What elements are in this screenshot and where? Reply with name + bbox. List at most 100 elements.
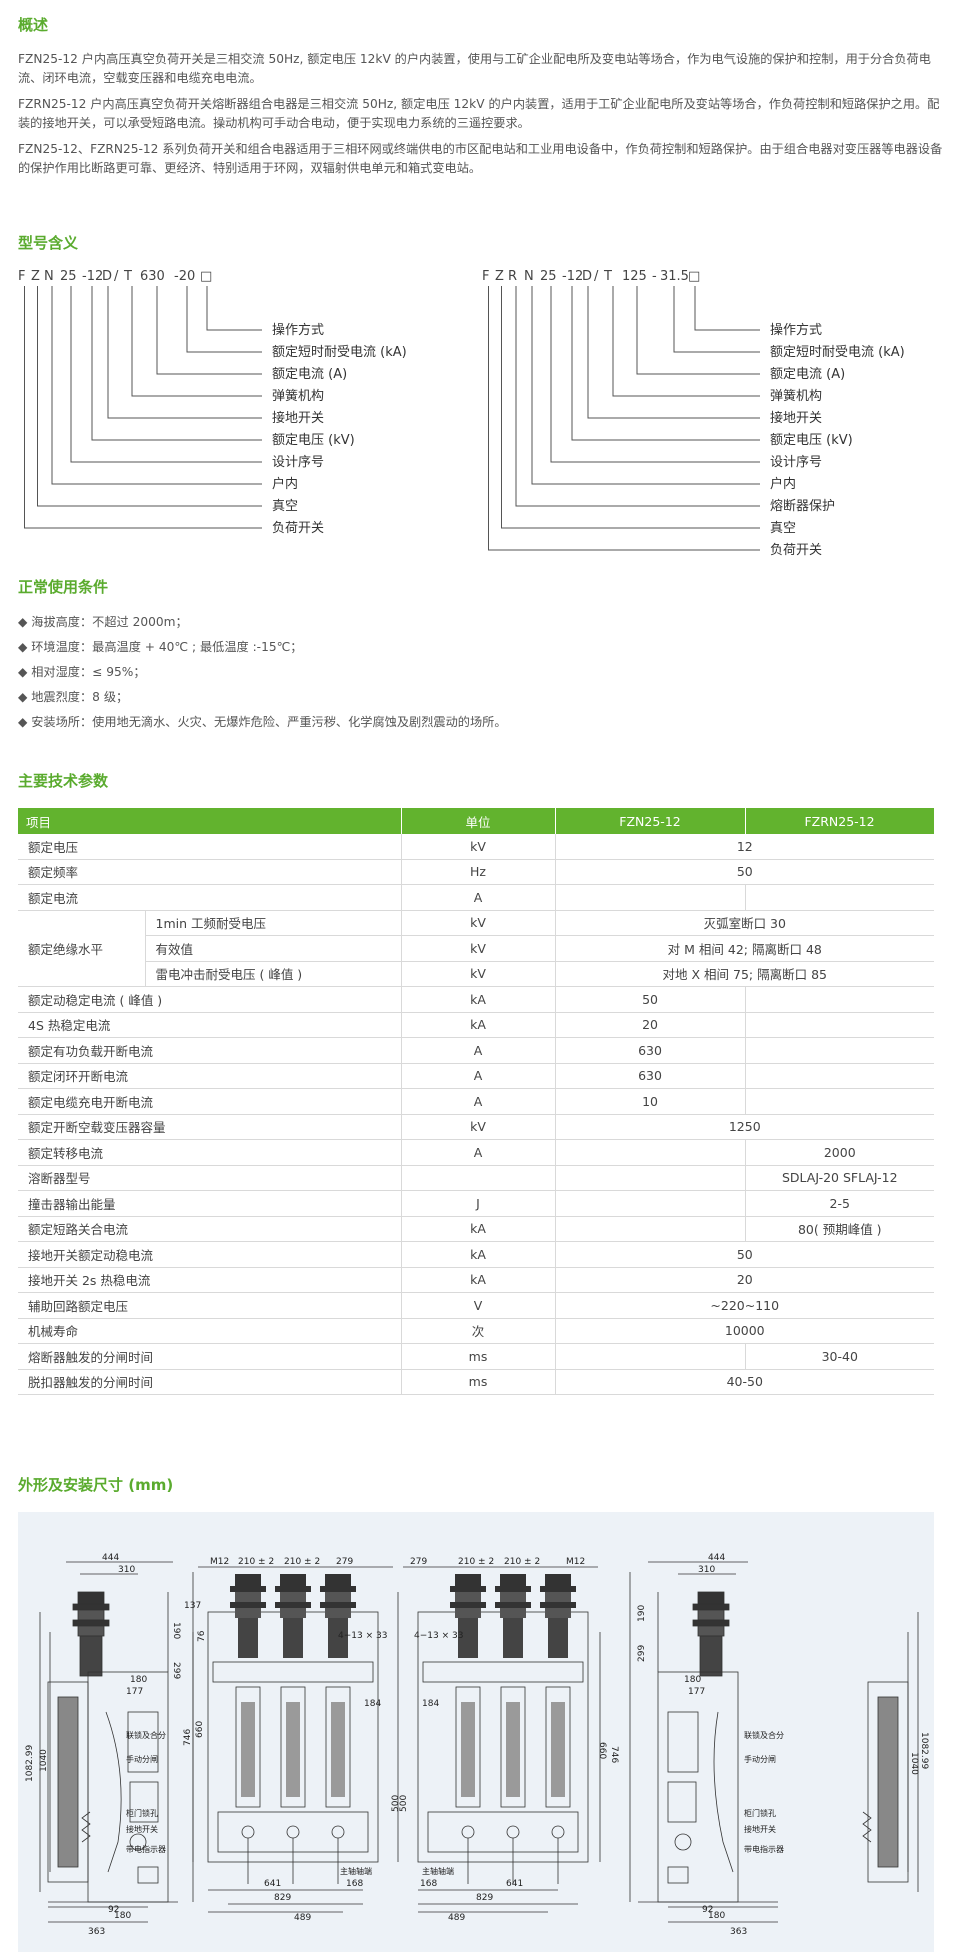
diamond-bullet-icon: ◆ bbox=[18, 665, 32, 679]
model-leader-line bbox=[51, 286, 262, 485]
cell-value-fzrn: 30-40 bbox=[745, 1343, 935, 1370]
dim-190b: 190 bbox=[637, 1605, 647, 1622]
table-row: 脱扣器触发的分闸时间 ms 40-50 bbox=[18, 1369, 935, 1395]
cell-item: 额定闭环开断电流 bbox=[18, 1063, 402, 1089]
cell-item: 熔断器触发的分闸时间 bbox=[18, 1343, 402, 1370]
model-leader-line bbox=[501, 286, 760, 529]
model-code-char: □ bbox=[200, 269, 212, 284]
label-door-lock-b: 柜门锁孔 bbox=[744, 1808, 776, 1818]
cell-item: 额定有功负载开断电流 bbox=[18, 1037, 402, 1064]
dim-279: 279 bbox=[336, 1557, 353, 1567]
model-code-char: 25 bbox=[60, 269, 77, 284]
cell-value-shared: 20 bbox=[555, 1267, 935, 1293]
insulator-column bbox=[450, 1574, 486, 1884]
cell-value-shared: 对 M 相间 42; 隔离断口 48 bbox=[555, 935, 935, 962]
table-row: 接地开关 2s 热稳电流 kA 20 bbox=[18, 1267, 935, 1293]
model-leader-line bbox=[488, 286, 760, 551]
front-view-right-dims: 279 210 ± 2 210 ± 2 M12 4−13 × 33 184 74… bbox=[391, 1557, 619, 1923]
cell-value-fzn: 20 bbox=[555, 1012, 746, 1038]
dim-1082b: 1082.99 bbox=[919, 1732, 929, 1769]
cell-value-fzn bbox=[555, 1139, 746, 1166]
dim-310b: 310 bbox=[698, 1565, 715, 1575]
cell-unit: kV bbox=[401, 935, 556, 962]
model-leader-line bbox=[636, 286, 760, 375]
model-leader-line bbox=[24, 286, 262, 529]
model-code-char: T bbox=[603, 269, 612, 284]
dim-m12: M12 bbox=[210, 1557, 229, 1567]
cell-unit: kA bbox=[401, 1216, 556, 1242]
table-row: 有效值 kV 对 M 相间 42; 隔离断口 48 bbox=[18, 935, 935, 962]
dim-1082: 1082.99 bbox=[25, 1745, 35, 1782]
cell-item: 溶断器型号 bbox=[18, 1165, 402, 1191]
model-leader-line bbox=[531, 286, 760, 485]
cell-item: 辅助回路额定电压 bbox=[18, 1292, 402, 1319]
diamond-bullet-icon: ◆ bbox=[18, 615, 32, 629]
label-door-lock: 柜门锁孔 bbox=[126, 1808, 158, 1818]
conditions-title: 正常使用条件 bbox=[18, 578, 109, 596]
dim-pitch-a: 210 ± 2 bbox=[238, 1557, 274, 1567]
table-row: 雷电冲击耐受电压 ( 峰值 ) kV 对地 X 相间 75; 隔离断口 85 bbox=[18, 961, 935, 987]
cell-value-fzn: 10 bbox=[555, 1088, 746, 1115]
right-model-code: F Z R N 25 -12D / T 125-31.5 □ bbox=[482, 269, 700, 284]
model-code-label: 设计序号 bbox=[272, 455, 324, 470]
model-code-label: 负荷开关 bbox=[770, 543, 822, 558]
dim-4x13: 4−13 × 33 bbox=[338, 1631, 387, 1641]
cell-value-shared: 对地 X 相间 75; 隔离断口 85 bbox=[555, 961, 935, 987]
dim-829b: 829 bbox=[476, 1893, 493, 1903]
model-code-char: -12 bbox=[82, 269, 103, 284]
cell-unit: kA bbox=[401, 986, 556, 1013]
cell-value-fzrn bbox=[745, 986, 935, 1013]
cell-value-fzrn bbox=[745, 1088, 935, 1115]
side-view-right-dims: 444 310 190 299 180 177 1082.99 1040 联锁及… bbox=[637, 1553, 929, 1937]
dim-180b: 180 bbox=[114, 1911, 131, 1921]
model-code-char: F bbox=[482, 269, 489, 284]
model-code-label: 设计序号 bbox=[770, 455, 822, 470]
model-code-char: Z bbox=[495, 269, 504, 284]
label-interlock: 联锁及合分 bbox=[126, 1730, 166, 1740]
table-row: 辅助回路额定电压 V ~220~110 bbox=[18, 1292, 935, 1319]
dim-m12b: M12 bbox=[566, 1557, 585, 1567]
model-code-label: 户内 bbox=[770, 476, 796, 492]
cell-value-shared: 10000 bbox=[555, 1318, 935, 1344]
cell-value-shared: 1250 bbox=[555, 1114, 935, 1140]
cell-unit: A bbox=[401, 884, 556, 911]
right-model-lines bbox=[488, 286, 760, 551]
model-code-char: 125 bbox=[622, 269, 647, 284]
label-interlock-b: 联锁及合分 bbox=[744, 1730, 784, 1740]
table-row: 机械寿命次 10000 bbox=[18, 1318, 935, 1344]
model-code-label: 真空 bbox=[272, 499, 298, 514]
cell-unit: kA bbox=[401, 1267, 556, 1293]
model-meaning-title: 型号含义 bbox=[18, 234, 79, 252]
insulator-column bbox=[320, 1574, 356, 1884]
dim-641b: 641 bbox=[506, 1879, 523, 1889]
spec-table-header: 项目 单位 FZN25-12 FZRN25-12 bbox=[18, 808, 935, 834]
specs-title: 主要技术参数 bbox=[18, 772, 109, 790]
cell-unit: Hz bbox=[401, 859, 556, 885]
dim-500b: 500 bbox=[391, 1795, 401, 1812]
condition-item: ◆ 环境温度：最高温度 + 40℃ ; 最低温度 :-15℃； bbox=[18, 640, 303, 654]
model-code-char: T bbox=[123, 269, 132, 284]
dim-299b: 299 bbox=[637, 1645, 647, 1662]
dim-pitch-d: 210 ± 2 bbox=[504, 1557, 540, 1567]
cell-item: 额定电压 bbox=[18, 834, 402, 860]
cell-value-fzrn bbox=[745, 884, 935, 911]
cell-item: 额定短路关合电流 bbox=[18, 1216, 402, 1242]
cell-unit: A bbox=[401, 1088, 556, 1115]
dim-184b: 184 bbox=[422, 1699, 439, 1709]
dim-1040b: 1040 bbox=[909, 1752, 919, 1775]
cell-unit: A bbox=[401, 1063, 556, 1089]
diamond-bullet-icon: ◆ bbox=[18, 640, 32, 654]
dim-137: 137 bbox=[184, 1601, 201, 1611]
side-view-right bbox=[629, 1561, 919, 1923]
cell-item: 额定电缆充电开断电流 bbox=[18, 1088, 402, 1115]
cell-item: 接地开关 2s 热稳电流 bbox=[18, 1267, 402, 1293]
table-row: 额定短路关合电流 kA 80( 预期峰值 ) bbox=[18, 1216, 935, 1242]
cell-item: 额定开断空载变压器容量 bbox=[18, 1114, 402, 1140]
model-code-char: R bbox=[508, 269, 517, 284]
dim-180c: 180 bbox=[684, 1675, 701, 1685]
label-earth-switch: 接地开关 bbox=[126, 1824, 158, 1834]
model-code-char: F bbox=[18, 269, 25, 284]
cell-item: 额定动稳定电流 ( 峰值 ) bbox=[18, 986, 402, 1013]
